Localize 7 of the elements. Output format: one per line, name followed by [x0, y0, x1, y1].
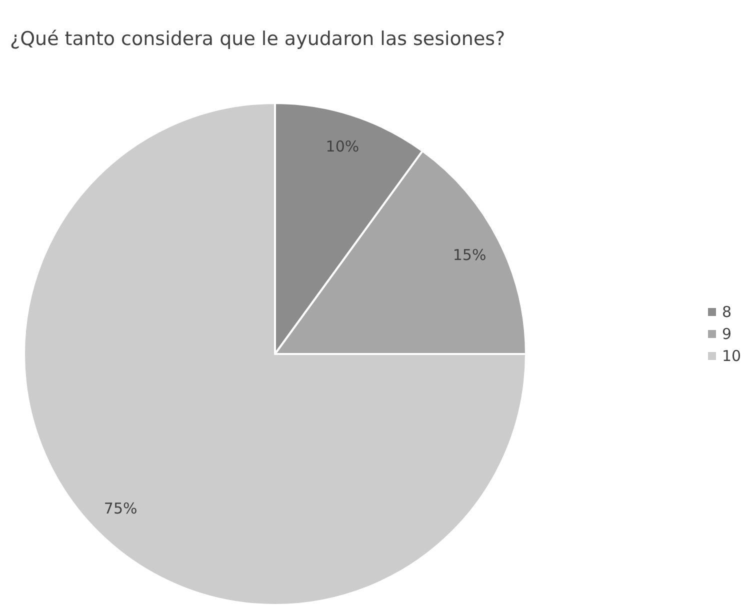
- legend-label: 10: [722, 347, 742, 365]
- chart-title: ¿Qué tanto considera que le ayudaron las sesiones?: [10, 28, 506, 50]
- legend-label: 9: [722, 325, 732, 343]
- legend-label: 8: [722, 303, 732, 321]
- data-label: 75%: [104, 499, 138, 518]
- data-label: 15%: [452, 246, 486, 264]
- data-label: 10%: [326, 137, 360, 156]
